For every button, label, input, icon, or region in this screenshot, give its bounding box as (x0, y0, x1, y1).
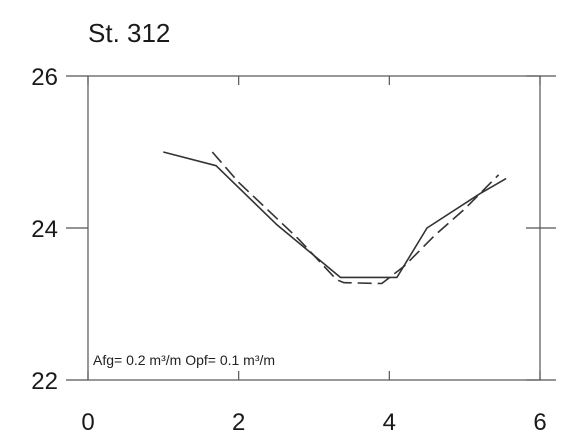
x-tick-label: 4 (383, 409, 396, 436)
series-line-dashed (211, 151, 500, 285)
y-tick-label: 22 (31, 368, 58, 395)
y-tick-label: 26 (31, 64, 58, 91)
series-line-solid (163, 151, 507, 279)
y-tick-label: 24 (31, 216, 58, 243)
annotation: Afg= 0.2 m³/m Opf= 0.1 m³/m (93, 352, 275, 368)
x-tick-label: 6 (533, 409, 546, 436)
x-tick-label: 0 (81, 409, 94, 436)
chart-title: St. 312 (88, 18, 170, 48)
x-tick-label: 2 (232, 409, 245, 436)
plot-frame (87, 75, 541, 381)
